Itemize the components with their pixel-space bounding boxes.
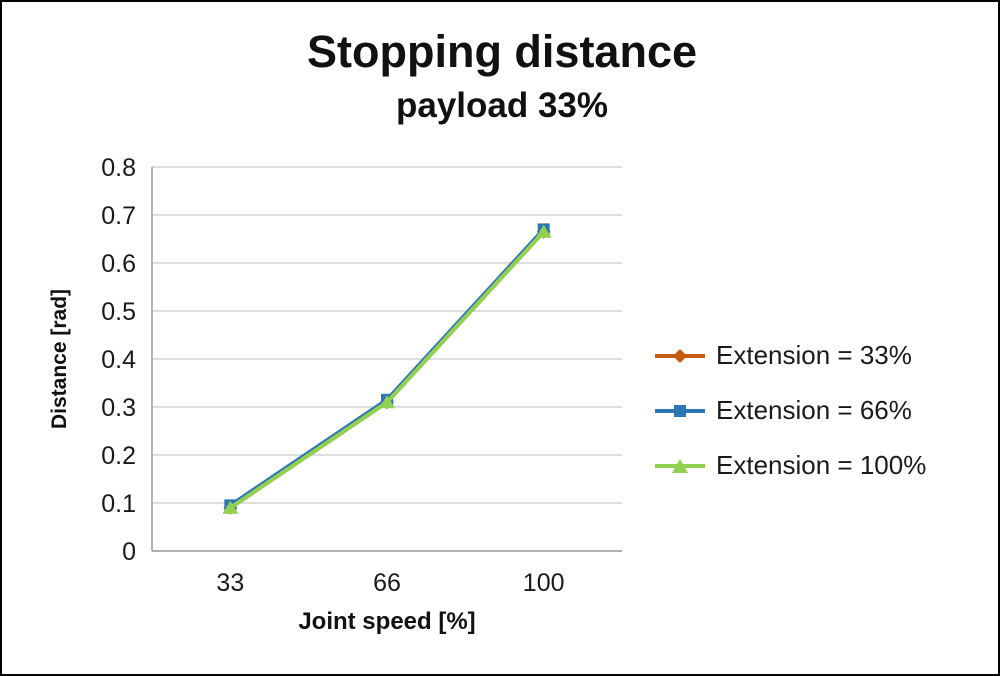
legend-label: Extension = 100% <box>716 450 927 480</box>
square-marker-icon <box>655 404 705 417</box>
x-axis-title: Joint speed [%] <box>298 608 476 635</box>
y-tick-label: 0.2 <box>101 442 136 470</box>
legend-label: Extension = 33% <box>716 340 912 370</box>
series-line-1 <box>229 230 546 510</box>
y-tick-label: 0.3 <box>101 394 136 422</box>
x-tick-label: 33 <box>216 569 244 597</box>
square-marker <box>674 404 686 417</box>
triangle-marker-icon <box>655 458 705 473</box>
legend-item-extension-33: Extension = 33% <box>654 340 926 371</box>
series-line-2 <box>229 228 546 508</box>
legend-label: Extension = 66% <box>716 395 912 425</box>
y-tick-label: 0.1 <box>101 490 136 518</box>
y-tick-label: 0.8 <box>101 154 136 182</box>
triangle-marker <box>535 224 552 238</box>
x-tick-label: 100 <box>523 569 565 597</box>
y-axis-title: Distance [rad] <box>48 288 71 430</box>
y-tick-label: 0.5 <box>101 298 136 326</box>
diamond-marker-icon <box>655 348 705 363</box>
chart-title: Stopping distance <box>306 26 697 77</box>
legend: Extension = 33% Extension = 66% Extensio… <box>654 340 926 481</box>
x-tick-label: 66 <box>373 569 401 597</box>
legend-item-extension-66: Extension = 66% <box>654 395 926 426</box>
series-line-3 <box>229 230 546 510</box>
triangle-marker <box>379 395 395 409</box>
y-tick-label: 0.4 <box>101 346 136 374</box>
y-tick-label: 0.6 <box>101 250 136 278</box>
y-tick-label: 0.7 <box>101 202 136 230</box>
legend-item-extension-100: Extension = 100% <box>654 450 926 481</box>
triangle-marker <box>222 500 239 514</box>
diamond-marker <box>673 348 687 363</box>
chart-subtitle: payload 33% <box>395 86 609 125</box>
y-tick-label: 0 <box>122 538 136 566</box>
triangle-marker <box>672 458 688 473</box>
